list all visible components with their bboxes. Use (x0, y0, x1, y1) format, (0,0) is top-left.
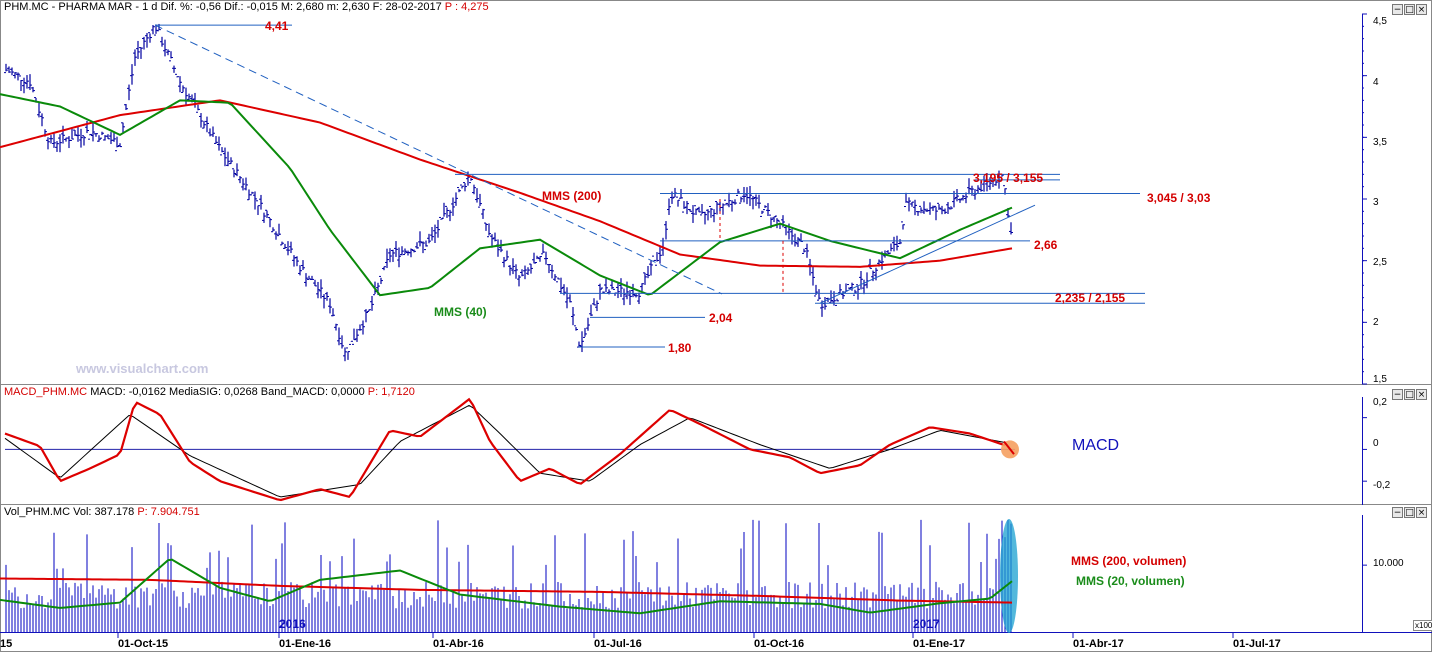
volume-close-button[interactable]: × (1416, 507, 1427, 518)
x-axis-label: 15 (0, 638, 13, 650)
volume-header-values: Vol: 387.178 (73, 506, 135, 518)
volume-scale-badge: x100 (1413, 620, 1432, 631)
price-axis-label: 1,5 (1373, 374, 1387, 385)
year-mark: 2017 (913, 617, 940, 631)
price-axis-label: 2 (1373, 317, 1379, 328)
annotation-vol-mms200: MMS (200, volumen) (1071, 554, 1187, 568)
macd-header-name: MACD_PHM.MC (4, 386, 88, 398)
annotation-mms40: MMS (40) (434, 305, 487, 319)
annotation-support-266: 2,66 (1034, 238, 1058, 252)
annotation-mms200: MMS (200) (542, 189, 602, 203)
price-close-button[interactable]: × (1416, 4, 1427, 15)
annotation-vol-mms20: MMS (20, volumen) (1076, 574, 1185, 588)
x-axis-label: 01-Jul-16 (594, 638, 642, 650)
macd-axis-label: 0 (1373, 438, 1379, 449)
macd-current-mark (1003, 440, 1015, 455)
volume-header-name: Vol_PHM.MC (4, 506, 71, 518)
annotation-resistance-1: 3,195 / 3,155 (973, 171, 1044, 185)
annotation-macd: MACD (1072, 437, 1120, 454)
price-axis-label: 2,5 (1373, 257, 1387, 268)
mms200-line (0, 99, 1013, 268)
x-axis-label: 01-Ene-17 (913, 638, 965, 650)
volume-mms20-line (0, 558, 1013, 615)
year-mark: 2016 (279, 617, 306, 631)
annotation-support-204: 2,04 (709, 311, 733, 325)
price-axis-label: 4,5 (1373, 16, 1387, 27)
macd-header-values: MACD: -0,0162 MediaSIG: 0,0268 Band_MACD… (90, 386, 365, 398)
price-axis-label: 3 (1373, 197, 1379, 208)
price-panel-header: PHM.MC - PHARMA MAR - 1 d Dif. %: -0,56 … (4, 1, 489, 14)
price-axis-label: 3,5 (1373, 137, 1387, 148)
price-restore-button[interactable]: □ (1404, 4, 1415, 15)
watermark: www.visualchart.com (76, 361, 209, 376)
x-axis-label: 01-Abr-16 (433, 638, 484, 650)
annotation-resistance-2: 3,045 / 3,03 (1147, 191, 1211, 205)
mms40-line (0, 93, 1013, 297)
macd-signal-line (4, 404, 1006, 498)
volume-highlight-ellipse (1000, 519, 1018, 633)
x-axis-label: 01-Abr-17 (1073, 638, 1124, 650)
macd-line (4, 397, 1006, 502)
annotation-support-180: 1,80 (668, 341, 692, 355)
downtrend-line (154, 24, 723, 295)
annotation-support-2235: 2,235 / 2,155 (1055, 291, 1126, 305)
volume-minimize-button[interactable]: − (1392, 507, 1403, 518)
volume-restore-button[interactable]: □ (1404, 507, 1415, 518)
annotation-top-price: 4,41 (265, 19, 289, 33)
x-axis-label: 01-Oct-16 (754, 638, 805, 650)
macd-axis-label: 0,2 (1373, 397, 1387, 408)
price-minimize-button[interactable]: − (1392, 4, 1403, 15)
macd-header-p: P: 1,7120 (367, 386, 415, 398)
price-header-p: P : 4,275 (444, 1, 489, 13)
uptrend-line (819, 204, 1036, 304)
macd-minimize-button[interactable]: − (1392, 389, 1403, 400)
price-axis-label: 4 (1373, 77, 1379, 88)
volume-axis-label: 10.000 (1373, 558, 1404, 569)
x-axis-label: 01-Ene-16 (279, 638, 331, 650)
macd-close-button[interactable]: × (1416, 389, 1427, 400)
volume-mms200-line (0, 577, 1013, 604)
price-header-text: PHM.MC - PHARMA MAR - 1 d Dif. %: -0,56 … (4, 1, 442, 13)
x-axis-label: 01-Oct-15 (118, 638, 169, 650)
volume-panel-header: Vol_PHM.MC Vol: 387.178 P: 7.904.751 (4, 506, 200, 519)
macd-axis-label: -0,2 (1373, 480, 1391, 491)
x-axis-label: 01-Jul-17 (1233, 638, 1281, 650)
macd-panel-header: MACD_PHM.MC MACD: -0,0162 MediaSIG: 0,02… (4, 386, 415, 399)
macd-restore-button[interactable]: □ (1404, 389, 1415, 400)
volume-header-p: P: 7.904.751 (137, 506, 200, 518)
